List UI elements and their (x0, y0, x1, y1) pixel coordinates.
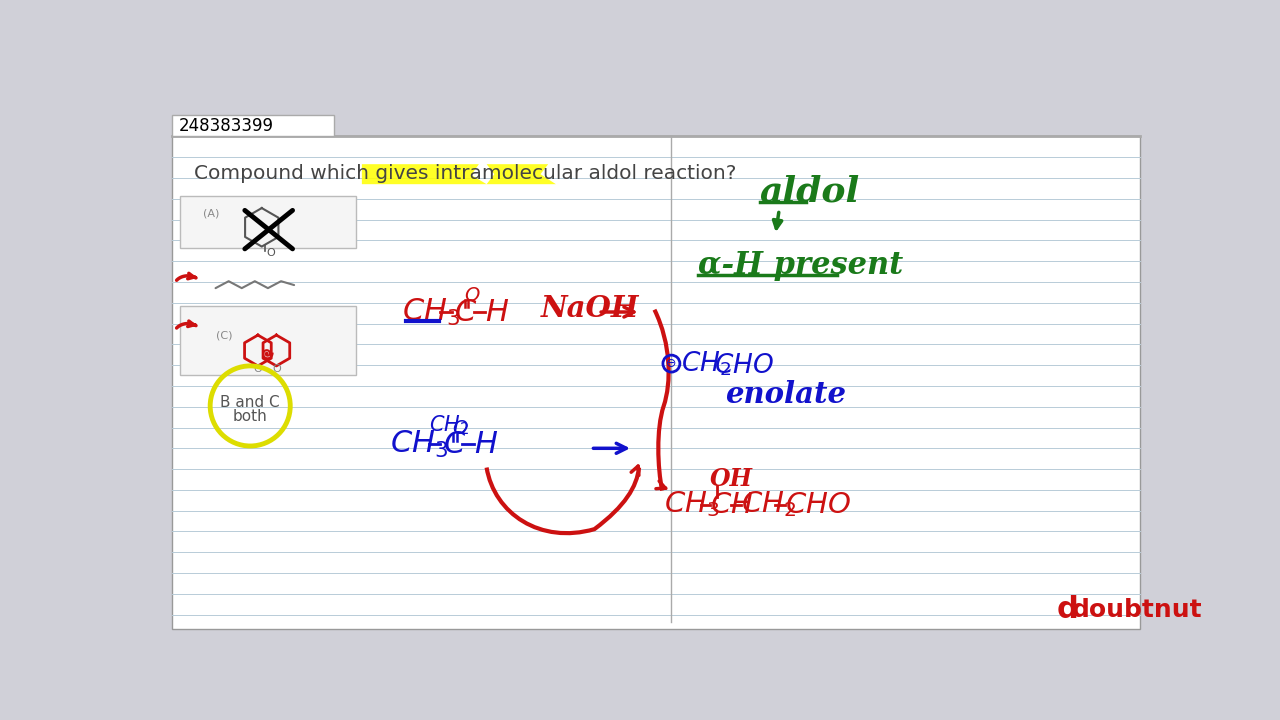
Bar (180, 306, 356, 375)
Text: $CH$: $CH$ (710, 490, 754, 519)
Polygon shape (486, 164, 556, 184)
Text: (C): (C) (215, 330, 232, 340)
Text: O: O (253, 364, 262, 374)
Text: NaOH: NaOH (540, 294, 639, 323)
Text: d: d (1056, 595, 1078, 624)
Text: $O$: $O$ (452, 420, 468, 438)
Bar (173, 115, 334, 137)
Text: $CHO$: $CHO$ (714, 354, 773, 379)
Text: $CHO$: $CHO$ (786, 490, 851, 519)
Text: α-H present: α-H present (699, 251, 904, 282)
Text: $CH_2$: $CH_2$ (741, 490, 796, 519)
Text: $H$: $H$ (474, 429, 498, 460)
Text: $H$: $H$ (485, 297, 509, 328)
Text: B and C: B and C (220, 395, 280, 410)
Text: enolate: enolate (726, 380, 846, 409)
Text: OH: OH (710, 467, 753, 491)
Text: Compound which gives intramolecular aldol reaction?: Compound which gives intramolecular aldo… (195, 164, 736, 183)
Text: $CH_3$: $CH_3$ (664, 490, 719, 519)
Text: both: both (233, 409, 268, 424)
Text: aldol: aldol (760, 175, 860, 209)
Bar (180, 196, 356, 248)
Text: $CH_2$: $CH_2$ (429, 413, 468, 437)
Text: $O$: $O$ (463, 287, 480, 305)
Text: $CH_2$: $CH_2$ (681, 349, 731, 378)
Text: ⊖: ⊖ (666, 357, 677, 370)
Text: O: O (266, 248, 275, 258)
Text: (A): (A) (204, 209, 220, 218)
Text: $C$: $C$ (454, 297, 477, 328)
Text: doubtnut: doubtnut (1071, 598, 1202, 622)
Bar (173, 137, 1139, 629)
Text: $C$: $C$ (443, 429, 466, 460)
Text: $CH_3$: $CH_3$ (402, 297, 460, 328)
Polygon shape (362, 164, 486, 184)
Text: $CH_3$: $CH_3$ (390, 429, 448, 460)
Text: O: O (273, 364, 280, 374)
Text: 248383399: 248383399 (179, 117, 274, 135)
